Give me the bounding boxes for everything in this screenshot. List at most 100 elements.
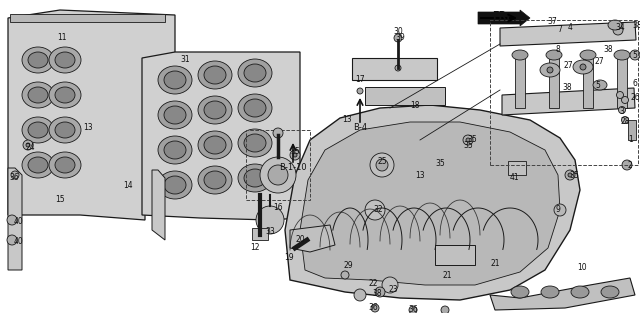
- Ellipse shape: [608, 20, 622, 30]
- Ellipse shape: [244, 64, 266, 82]
- Text: 40: 40: [13, 238, 23, 247]
- Ellipse shape: [614, 50, 630, 60]
- Circle shape: [7, 215, 17, 225]
- Ellipse shape: [512, 50, 528, 60]
- Text: 16: 16: [273, 203, 283, 213]
- Text: 35: 35: [569, 171, 579, 179]
- Text: 39: 39: [395, 33, 405, 42]
- Circle shape: [397, 88, 403, 94]
- Bar: [10, 14, 165, 22]
- Circle shape: [293, 153, 297, 157]
- Text: 38: 38: [372, 289, 382, 297]
- Circle shape: [382, 277, 398, 293]
- Text: 6: 6: [632, 79, 637, 88]
- Circle shape: [290, 150, 300, 160]
- Ellipse shape: [49, 47, 81, 73]
- Text: 5: 5: [632, 50, 637, 59]
- Bar: [365, 87, 445, 105]
- Text: 2: 2: [628, 161, 632, 170]
- Circle shape: [11, 171, 19, 179]
- Text: 29: 29: [343, 260, 353, 269]
- Ellipse shape: [198, 131, 232, 159]
- Text: 38: 38: [562, 83, 572, 91]
- Polygon shape: [490, 278, 635, 310]
- Bar: [549, 53, 559, 108]
- Circle shape: [395, 65, 401, 71]
- Text: 31: 31: [180, 55, 190, 64]
- Ellipse shape: [22, 82, 54, 108]
- Circle shape: [616, 91, 623, 99]
- Circle shape: [630, 50, 640, 60]
- Text: 21: 21: [442, 270, 452, 280]
- Text: 18: 18: [410, 100, 420, 110]
- Circle shape: [568, 173, 572, 177]
- Circle shape: [376, 159, 388, 171]
- Ellipse shape: [571, 286, 589, 298]
- Circle shape: [621, 96, 628, 104]
- Bar: [252, 228, 268, 240]
- Circle shape: [375, 287, 385, 297]
- Circle shape: [441, 306, 449, 313]
- Circle shape: [377, 88, 383, 94]
- Text: 21: 21: [490, 259, 500, 269]
- Text: 22: 22: [368, 280, 378, 289]
- Text: 27: 27: [563, 60, 573, 69]
- Ellipse shape: [158, 136, 192, 164]
- Text: 17: 17: [355, 75, 365, 85]
- Circle shape: [613, 25, 623, 35]
- Text: 14: 14: [123, 181, 133, 189]
- Ellipse shape: [238, 59, 272, 87]
- Text: 20: 20: [295, 235, 305, 244]
- Ellipse shape: [204, 101, 226, 119]
- Ellipse shape: [28, 122, 48, 138]
- Ellipse shape: [540, 63, 560, 77]
- Ellipse shape: [22, 152, 54, 178]
- Bar: [628, 120, 636, 140]
- Ellipse shape: [49, 152, 81, 178]
- Text: 35: 35: [435, 158, 445, 167]
- Bar: [246, 130, 310, 200]
- Circle shape: [621, 116, 628, 124]
- Circle shape: [273, 128, 283, 138]
- Ellipse shape: [55, 52, 75, 68]
- Text: 26: 26: [630, 94, 640, 102]
- Text: 36: 36: [9, 172, 19, 182]
- Ellipse shape: [244, 99, 266, 117]
- Circle shape: [370, 153, 394, 177]
- Ellipse shape: [164, 141, 186, 159]
- Ellipse shape: [238, 164, 272, 192]
- Text: 35: 35: [290, 147, 300, 156]
- Ellipse shape: [164, 176, 186, 194]
- Bar: [583, 53, 593, 108]
- Ellipse shape: [580, 50, 596, 60]
- Ellipse shape: [55, 87, 75, 103]
- Ellipse shape: [244, 169, 266, 187]
- Circle shape: [371, 304, 379, 312]
- Circle shape: [417, 88, 423, 94]
- Text: 38: 38: [603, 45, 613, 54]
- Bar: [515, 53, 525, 108]
- Text: 9: 9: [556, 206, 561, 214]
- Circle shape: [260, 157, 296, 193]
- Ellipse shape: [573, 60, 593, 74]
- Text: 30: 30: [393, 28, 403, 37]
- Ellipse shape: [158, 171, 192, 199]
- Text: 13: 13: [83, 124, 93, 132]
- Text: 40: 40: [13, 218, 23, 227]
- Text: FR.: FR.: [492, 11, 510, 21]
- Ellipse shape: [28, 157, 48, 173]
- Polygon shape: [8, 168, 22, 270]
- Text: 3: 3: [620, 107, 625, 116]
- Text: 28: 28: [620, 117, 630, 126]
- Bar: [617, 53, 627, 108]
- Ellipse shape: [55, 157, 75, 173]
- Ellipse shape: [204, 136, 226, 154]
- Circle shape: [23, 140, 33, 150]
- Circle shape: [268, 165, 288, 185]
- Text: 11: 11: [57, 33, 67, 43]
- Ellipse shape: [601, 286, 619, 298]
- Text: 13: 13: [342, 115, 352, 125]
- Text: 37: 37: [547, 18, 557, 27]
- Text: 4: 4: [568, 23, 572, 33]
- Circle shape: [565, 170, 575, 180]
